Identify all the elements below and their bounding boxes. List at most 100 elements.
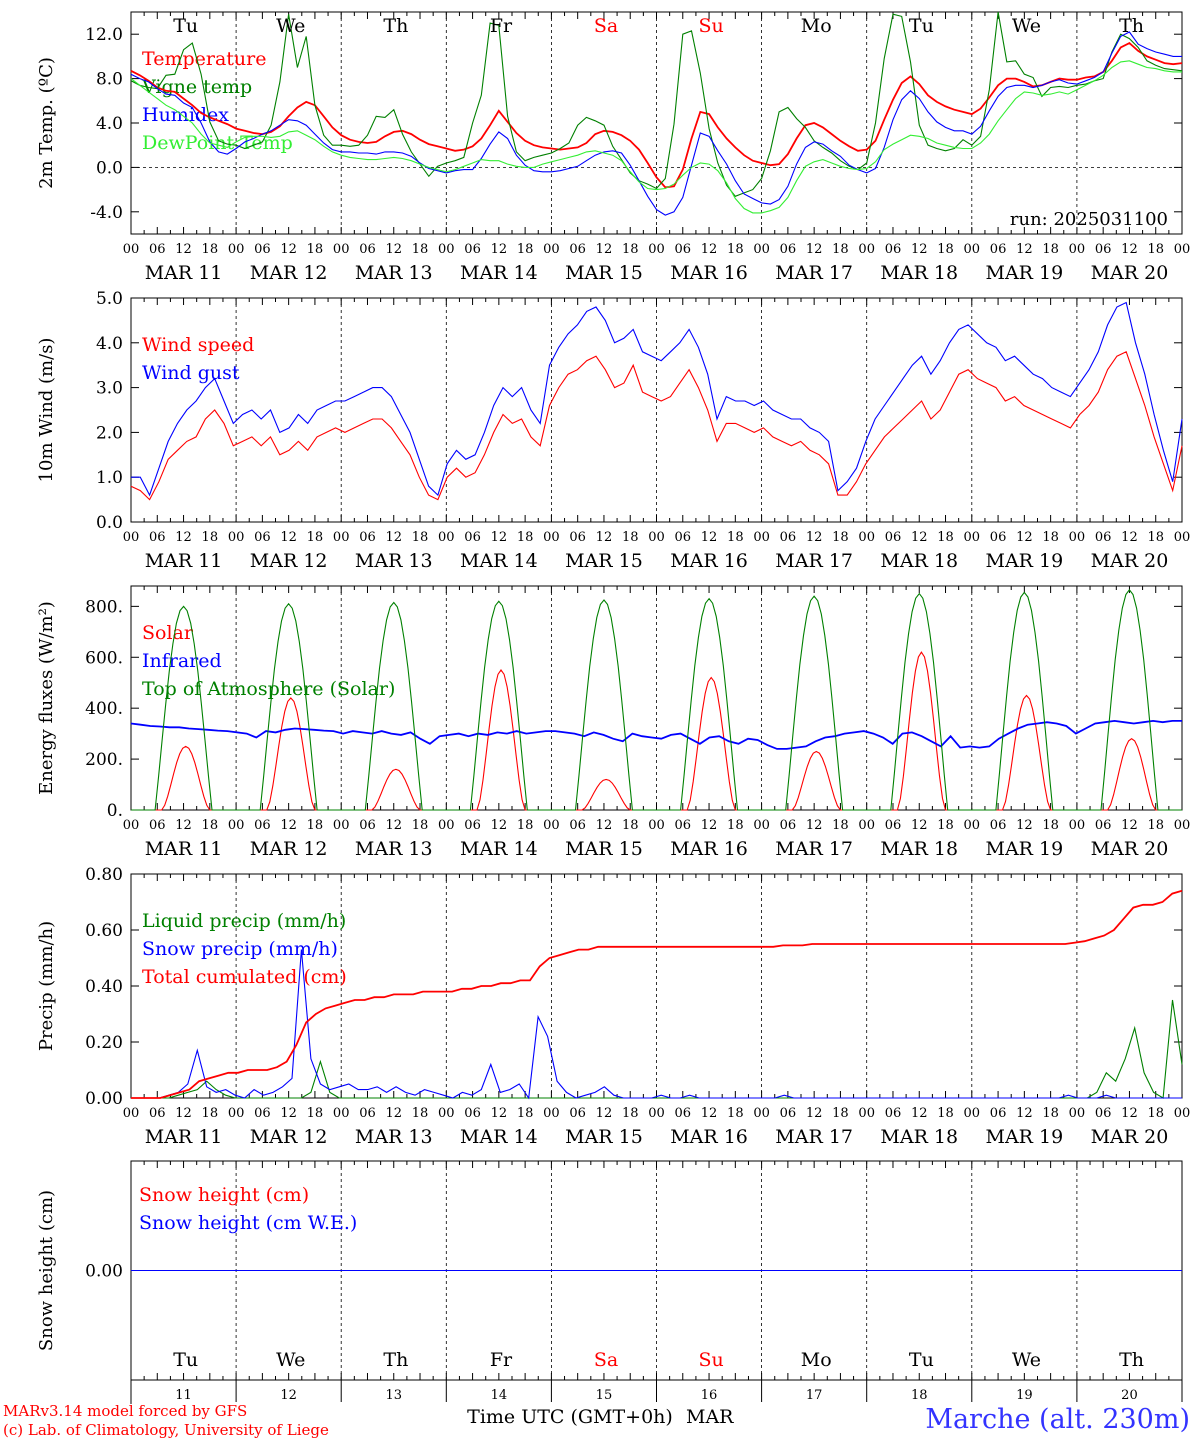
hour-tick-label: 18	[937, 242, 954, 257]
weekday-label: Su	[699, 1349, 724, 1371]
weekday-label: Su	[699, 15, 724, 37]
weekday-label: We	[276, 15, 305, 37]
weekday-label: Sa	[594, 1349, 618, 1371]
y-tick-label: 0.0	[96, 158, 123, 178]
hour-tick-label: 00	[333, 242, 350, 257]
weekday-label: We	[276, 1349, 305, 1371]
hour-tick-label: 18	[202, 1106, 219, 1121]
y-tick-label: 4.0	[96, 114, 123, 134]
hour-tick-label: 18	[937, 530, 954, 545]
hour-tick-label: 06	[254, 530, 271, 545]
weekday-label: Fr	[490, 1349, 513, 1371]
hour-tick-label: 18	[622, 818, 639, 833]
date-label: MAR 13	[355, 550, 433, 572]
y-axis-label: Energy fluxes (W/m²)	[36, 601, 57, 795]
hour-tick-label: 18	[412, 818, 429, 833]
hour-tick-label: 12	[701, 242, 718, 257]
hour-tick-label: 12	[911, 530, 928, 545]
hour-tick-label: 18	[832, 242, 849, 257]
hour-tick-label: 00	[858, 1106, 875, 1121]
run-annotation: run: 2025031100	[1010, 209, 1168, 230]
series-line-2	[131, 889, 1183, 1099]
hour-tick-label: 00	[228, 242, 245, 257]
date-label: MAR 11	[145, 1126, 223, 1148]
hour-tick-label: 00	[753, 818, 770, 833]
hour-tick-label: 00	[228, 1106, 245, 1121]
hour-tick-label: 00	[648, 1106, 665, 1121]
hour-tick-label: 12	[1016, 242, 1033, 257]
hour-tick-label: 00	[1069, 242, 1086, 257]
hour-tick-label: 18	[307, 242, 324, 257]
hour-tick-label: 12	[596, 242, 613, 257]
hour-tick-label: 12	[280, 530, 297, 545]
y-tick-label: 400.	[85, 699, 123, 719]
date-label: MAR 14	[460, 1126, 538, 1148]
hour-tick-label: 12	[175, 242, 192, 257]
hour-tick-label: 18	[517, 530, 534, 545]
hour-tick-label: 06	[780, 1106, 797, 1121]
hour-tick-label: 00	[1069, 1106, 1086, 1121]
hour-tick-label: 00	[858, 242, 875, 257]
hour-tick-label: 00	[123, 242, 140, 257]
hour-tick-label: 12	[385, 530, 402, 545]
hour-tick-label: 00	[543, 530, 560, 545]
date-label: MAR 18	[880, 838, 958, 860]
hour-tick-label: 18	[937, 818, 954, 833]
hour-tick-label: 06	[675, 242, 692, 257]
panel-1: -4.0 0.0 4.0 8.0 12.0 2m Temp. (ºC) Temperatur…	[36, 11, 1190, 284]
date-label: MAR 18	[880, 550, 958, 572]
legend-entry: Top of Atmosphere (Solar)	[142, 678, 395, 700]
weekday-label: Tu	[173, 1349, 198, 1371]
date-label: MAR 17	[775, 838, 853, 860]
date-label: MAR 19	[985, 262, 1063, 284]
hour-tick-label: 06	[149, 1106, 166, 1121]
date-label: MAR 18	[880, 262, 958, 284]
y-tick-label: 0.60	[85, 921, 123, 941]
date-label: MAR 20	[1091, 1126, 1169, 1148]
y-tick-label: 800.	[85, 597, 123, 617]
weekday-label: Mo	[801, 15, 832, 37]
date-label: MAR 14	[460, 550, 538, 572]
hour-tick-label: 12	[280, 818, 297, 833]
hour-tick-label: 00	[228, 530, 245, 545]
y-tick-label: 1.0	[96, 468, 123, 488]
hour-tick-label: 00	[858, 530, 875, 545]
hour-tick-label: 06	[254, 242, 271, 257]
date-label: MAR 11	[145, 262, 223, 284]
date-label: MAR 15	[565, 838, 643, 860]
hour-tick-label: 06	[675, 818, 692, 833]
series-line-3	[130, 60, 1182, 214]
series-line-0	[130, 351, 1183, 501]
hour-tick-label: 12	[806, 242, 823, 257]
hour-tick-label: 06	[359, 1106, 376, 1121]
hour-tick-label: 12	[491, 1106, 508, 1121]
hour-tick-label: 06	[780, 242, 797, 257]
hour-tick-label: 06	[569, 242, 586, 257]
hour-tick-label: 18	[517, 818, 534, 833]
hour-tick-label: 00	[648, 818, 665, 833]
hour-tick-label: 00	[648, 242, 665, 257]
hour-tick-label: 00	[1069, 530, 1086, 545]
legend-entry: Snow height (cm)	[139, 1184, 309, 1206]
legend-entry: Liquid precip (mm/h)	[142, 910, 346, 932]
series-line-1	[130, 11, 1183, 197]
hour-tick-label: 12	[175, 530, 192, 545]
hour-tick-label: 00	[438, 530, 455, 545]
legend-entry: Total cumulated (cm)	[142, 966, 347, 988]
panel-2: 0.0 1.0 2.0 3.0 4.0 5.0 10m Wind (m/s) Wind spe…	[36, 289, 1190, 572]
hour-tick-label: 00	[543, 242, 560, 257]
weekday-label: We	[1012, 1349, 1041, 1371]
hour-tick-label: 12	[911, 242, 928, 257]
hour-tick-label: 00	[1069, 818, 1086, 833]
weekday-label: Th	[1119, 15, 1144, 37]
hour-tick-label: 00	[1174, 530, 1191, 545]
hour-tick-label: 18	[517, 1106, 534, 1121]
hour-tick-label: 06	[464, 242, 481, 257]
date-label: MAR 19	[985, 838, 1063, 860]
legend-entry: Snow height (cm W.E.)	[139, 1212, 357, 1234]
hour-tick-label: 12	[1121, 242, 1138, 257]
y-tick-label: 0.40	[85, 977, 123, 997]
date-label: MAR 16	[670, 1126, 748, 1148]
hour-tick-label: 06	[990, 1106, 1007, 1121]
day-number-label: 11	[175, 1388, 192, 1403]
